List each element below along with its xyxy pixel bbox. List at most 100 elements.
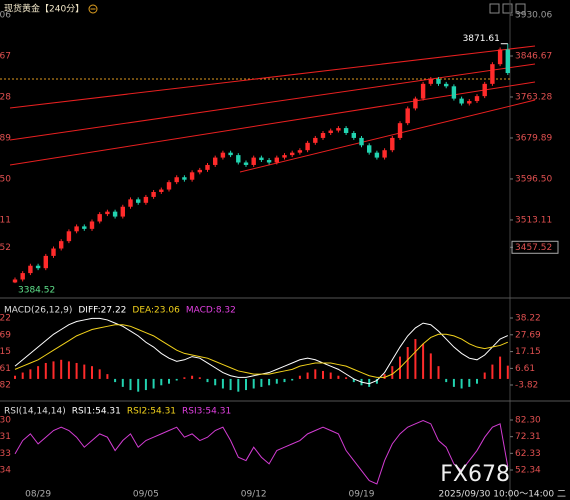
window-icon[interactable]: [489, 3, 500, 14]
candle-body: [297, 150, 303, 153]
candle-body: [390, 137, 395, 151]
candle-body: [266, 160, 272, 163]
candle-body: [397, 123, 403, 138]
candle-body: [313, 137, 318, 143]
y-tick-label-left: 3763.28: [0, 92, 11, 102]
candle-body: [35, 265, 41, 269]
window-icon[interactable]: [515, 3, 526, 14]
candle-body: [74, 226, 79, 232]
y-tick-label: 6.61: [515, 364, 535, 374]
indicator-line: [14, 324, 508, 378]
y-tick-label: 3930.06: [515, 10, 552, 20]
y-tick-label-left: 3457.52: [0, 243, 11, 253]
candle-body: [444, 83, 449, 87]
trend-line: [9, 63, 536, 141]
candle-body: [197, 169, 202, 173]
candle-body: [336, 128, 341, 131]
candle-body: [159, 189, 164, 192]
candle-body: [459, 98, 464, 104]
candle-body: [497, 49, 503, 65]
candle-body: [482, 83, 487, 97]
y-tick-label: 62.33: [515, 449, 541, 459]
candle-body: [189, 172, 195, 180]
candle-body: [405, 108, 410, 124]
candle-body: [351, 133, 356, 138]
candle-body: [259, 157, 264, 161]
y-tick-label: 82.30: [515, 416, 541, 426]
legend-entry: RSI(14,14,14): [4, 407, 66, 417]
title: 现货黄金【240分】: [4, 3, 84, 15]
y-tick-label: 3457.52: [515, 243, 552, 253]
candle-body: [143, 196, 149, 203]
y-tick-label-left: 17.15: [0, 347, 11, 357]
y-tick-label-left: 3679.89: [0, 133, 11, 143]
y-tick-label-left: 3596.50: [0, 174, 11, 184]
y-tick-label: 3679.89: [515, 133, 552, 143]
y-tick-label: 38.22: [515, 313, 541, 323]
candle-body: [82, 226, 87, 229]
candle-body: [28, 265, 33, 274]
legend-entry: DEA:23.06: [132, 306, 180, 316]
legend-entry: RSI2:54.31: [127, 407, 176, 417]
candle-body: [12, 279, 18, 283]
trend-line: [239, 99, 536, 173]
y-tick-label-left: 3930.06: [0, 10, 11, 20]
candle-body: [290, 152, 295, 156]
candle-body: [374, 152, 380, 158]
candle-body: [467, 101, 472, 104]
candle-body: [112, 211, 118, 217]
y-tick-label-left: 52.34: [0, 466, 11, 476]
candle-body: [89, 221, 95, 229]
price-box: [511, 240, 559, 254]
candle-body: [320, 133, 326, 138]
y-tick-label-left: 82.30: [0, 416, 11, 426]
y-tick-label: 27.69: [515, 330, 541, 340]
legend-entry: DIFF:27.22: [78, 306, 126, 316]
candle-body: [136, 199, 141, 203]
y-tick-label-left: 3513.11: [0, 215, 11, 225]
trend-line: [9, 45, 536, 109]
candle-body: [166, 182, 172, 190]
candle-body: [151, 191, 156, 197]
y-tick-label-left: 62.33: [0, 449, 11, 459]
y-tick-label-left: 6.61: [0, 364, 11, 374]
y-tick-label: 3596.50: [515, 174, 552, 184]
candle-body: [343, 128, 349, 134]
candle-body: [120, 206, 125, 217]
y-tick-label-left: 27.69: [0, 330, 11, 340]
candle-body: [274, 157, 279, 163]
y-tick-label: 72.31: [515, 432, 541, 442]
candle-body: [228, 152, 233, 156]
candle-body: [451, 86, 457, 99]
collapse-icon[interactable]: [88, 4, 98, 14]
candle-body: [182, 177, 187, 180]
candle-body: [51, 248, 56, 256]
y-tick-label: 52.34: [515, 466, 541, 476]
y-tick-label: -3.82: [515, 381, 538, 391]
candle-body: [428, 78, 433, 84]
x-tick-label: 09/19: [349, 490, 375, 500]
candle-body: [220, 152, 226, 158]
candle-body: [205, 164, 210, 170]
legend-entry: MACD:8.32: [186, 306, 236, 316]
candle-body: [420, 83, 426, 99]
trend-line: [9, 81, 536, 166]
legend-entry: RSI3:54.31: [182, 407, 231, 417]
candle-body: [490, 64, 495, 84]
y-tick-label-left: 3846.67: [0, 51, 11, 61]
candle-body: [236, 155, 241, 163]
candle-body: [251, 157, 256, 165]
candle-body: [436, 78, 441, 84]
window-icon[interactable]: [502, 3, 513, 14]
candle-body: [474, 96, 480, 102]
candle-body: [43, 255, 48, 269]
high-annotation: 3871.61: [463, 34, 500, 44]
candle-body: [174, 177, 179, 183]
y-tick-label-left: -3.82: [0, 381, 11, 391]
y-tick-label-left: 72.31: [0, 432, 11, 442]
indicator-line: [14, 419, 509, 485]
legend-entry: MACD(26,12,9): [4, 306, 72, 316]
candle-body: [413, 98, 418, 109]
y-tick-label: 3763.28: [515, 92, 552, 102]
